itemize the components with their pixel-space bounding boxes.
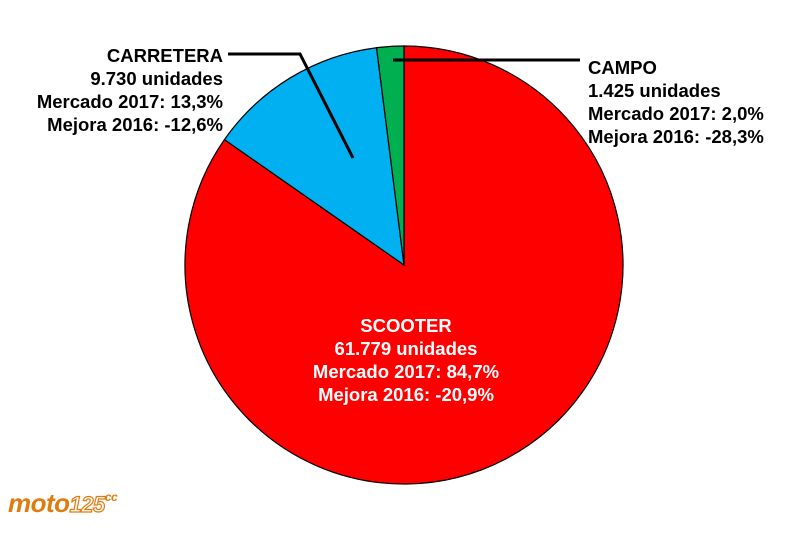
scooter-name: SCOOTER: [360, 315, 452, 336]
carretera-name: CARRETERA: [106, 45, 223, 66]
pie-slice-carretera: [223, 47, 405, 267]
logo-suffix: cc: [104, 490, 118, 504]
campo-market: Mercado 2017: 2,0%: [588, 103, 764, 124]
campo-units: 1.425 unidades: [588, 80, 721, 101]
moto125-logo: moto125cc: [8, 488, 118, 519]
logo-number: 125: [69, 491, 106, 517]
campo-label: CAMPO 1.425 unidades Mercado 2017: 2,0% …: [588, 56, 764, 148]
scooter-improve: Mejora 2016: -20,9%: [318, 384, 494, 405]
campo-improve: Mejora 2016: -28,3%: [588, 126, 764, 147]
carretera-units: 9.730 unidades: [90, 68, 223, 89]
logo-text: moto: [8, 488, 70, 518]
carretera-improve: Mejora 2016: -12,6%: [47, 114, 223, 135]
scooter-units: 61.779 unidades: [334, 338, 478, 359]
campo-name: CAMPO: [588, 57, 657, 78]
scooter-market: Mercado 2017: 84,7%: [312, 361, 500, 382]
scooter-label: SCOOTER 61.779 unidades Mercado 2017: 84…: [256, 314, 556, 406]
carretera-label: CARRETERA 9.730 unidades Mercado 2017: 1…: [8, 44, 223, 136]
leader-line-carretera: [228, 52, 355, 159]
pie-slice-campo: [375, 45, 405, 266]
carretera-market: Mercado 2017: 13,3%: [36, 91, 223, 112]
